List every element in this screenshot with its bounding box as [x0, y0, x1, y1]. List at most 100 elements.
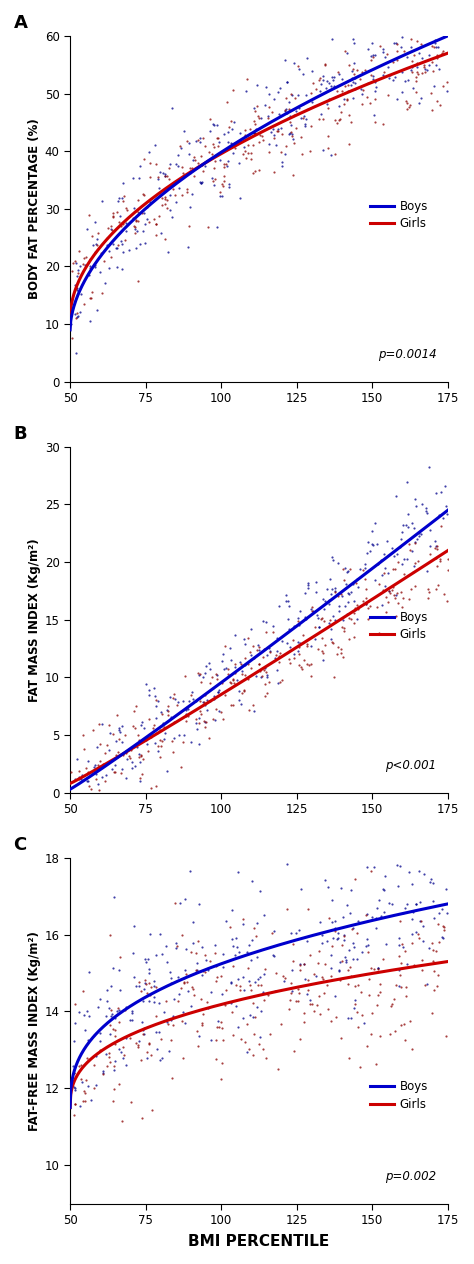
Point	[257, 975, 265, 995]
Point	[117, 1042, 125, 1062]
Point	[86, 249, 93, 269]
Point	[90, 789, 97, 809]
Point	[252, 972, 259, 992]
Point	[234, 862, 242, 882]
Point	[443, 880, 450, 900]
Point	[131, 756, 139, 776]
Point	[250, 1024, 257, 1044]
Point	[75, 761, 83, 781]
Point	[212, 971, 220, 991]
Point	[164, 705, 172, 726]
Point	[227, 674, 234, 694]
Point	[212, 1030, 219, 1050]
Point	[185, 691, 192, 712]
Point	[163, 699, 171, 719]
Text: p=0.002: p=0.002	[385, 1170, 437, 1183]
Point	[94, 997, 102, 1018]
Point	[359, 590, 366, 611]
Point	[190, 167, 198, 187]
Point	[77, 301, 84, 321]
Point	[109, 207, 117, 228]
Point	[340, 927, 347, 947]
Point	[411, 54, 419, 75]
Point	[408, 875, 416, 895]
Point	[224, 664, 232, 684]
Point	[283, 99, 290, 119]
Point	[342, 595, 349, 616]
Point	[344, 895, 351, 915]
Point	[396, 910, 404, 930]
Point	[139, 991, 146, 1011]
Point	[66, 305, 74, 325]
Point	[213, 669, 221, 689]
Point	[331, 579, 339, 599]
Point	[321, 590, 329, 611]
Point	[190, 149, 197, 169]
Point	[345, 1048, 353, 1068]
Girls	[164, 1012, 170, 1028]
Point	[206, 653, 213, 674]
Point	[225, 150, 232, 171]
Point	[241, 681, 248, 702]
Point	[289, 126, 296, 147]
Point	[219, 1030, 227, 1050]
Point	[137, 746, 145, 766]
Point	[307, 116, 315, 137]
Girls	[352, 969, 357, 985]
Point	[373, 897, 380, 918]
Point	[154, 1039, 161, 1059]
Boys	[352, 575, 357, 590]
Point	[236, 690, 243, 710]
Point	[135, 1030, 143, 1050]
Point	[185, 144, 193, 164]
Point	[255, 975, 262, 995]
Point	[231, 653, 239, 674]
Point	[231, 944, 238, 964]
Point	[260, 638, 268, 659]
Point	[272, 962, 280, 982]
Point	[193, 1021, 201, 1042]
Point	[299, 94, 307, 114]
Point	[411, 552, 419, 573]
Point	[418, 910, 425, 930]
Point	[309, 597, 316, 617]
Point	[287, 973, 295, 994]
Point	[418, 949, 426, 969]
Point	[110, 1079, 118, 1100]
Point	[262, 662, 269, 683]
Point	[116, 947, 124, 967]
Point	[71, 1063, 78, 1083]
Point	[93, 301, 100, 321]
Point	[219, 1053, 226, 1073]
Point	[286, 106, 293, 126]
Point	[194, 664, 202, 684]
Point	[192, 962, 200, 982]
Point	[80, 248, 88, 268]
Point	[159, 195, 166, 215]
Point	[406, 1011, 414, 1031]
Point	[245, 1039, 253, 1059]
Point	[421, 59, 429, 80]
Point	[368, 33, 375, 53]
Point	[77, 786, 85, 806]
Point	[408, 541, 415, 561]
Point	[340, 95, 348, 115]
Point	[161, 187, 169, 207]
Point	[175, 178, 182, 198]
Point	[338, 81, 346, 101]
Point	[71, 1105, 78, 1125]
Point	[423, 973, 431, 994]
Point	[367, 958, 375, 978]
Point	[400, 40, 408, 61]
Point	[223, 140, 230, 161]
Point	[402, 91, 410, 111]
Point	[204, 997, 212, 1018]
Point	[252, 666, 259, 686]
Point	[334, 928, 342, 948]
Point	[264, 109, 272, 129]
Point	[137, 715, 145, 736]
Point	[301, 114, 309, 134]
Point	[212, 699, 220, 719]
Point	[350, 87, 357, 107]
Point	[110, 887, 118, 908]
